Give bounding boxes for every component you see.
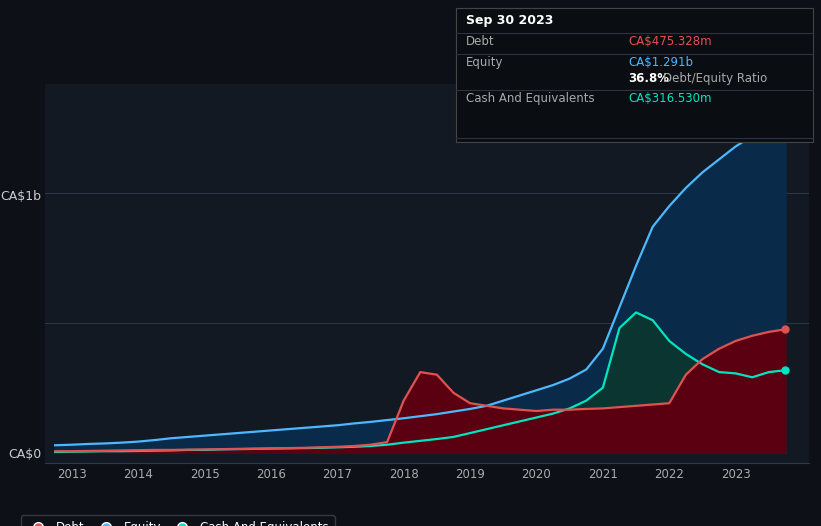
Text: CA$1b: CA$1b [0,190,41,203]
Text: CA$316.530m: CA$316.530m [628,92,712,105]
Text: Cash And Equivalents: Cash And Equivalents [466,92,594,105]
Legend: Debt, Equity, Cash And Equivalents: Debt, Equity, Cash And Equivalents [21,515,334,526]
Text: Sep 30 2023: Sep 30 2023 [466,14,553,27]
Text: Equity: Equity [466,56,503,69]
Text: 36.8%: 36.8% [628,72,669,85]
Text: Debt: Debt [466,35,494,48]
Text: CA$0: CA$0 [8,448,41,461]
Text: CA$1.291b: CA$1.291b [628,56,693,69]
Text: Debt/Equity Ratio: Debt/Equity Ratio [663,72,767,85]
Text: CA$475.328m: CA$475.328m [628,35,712,48]
